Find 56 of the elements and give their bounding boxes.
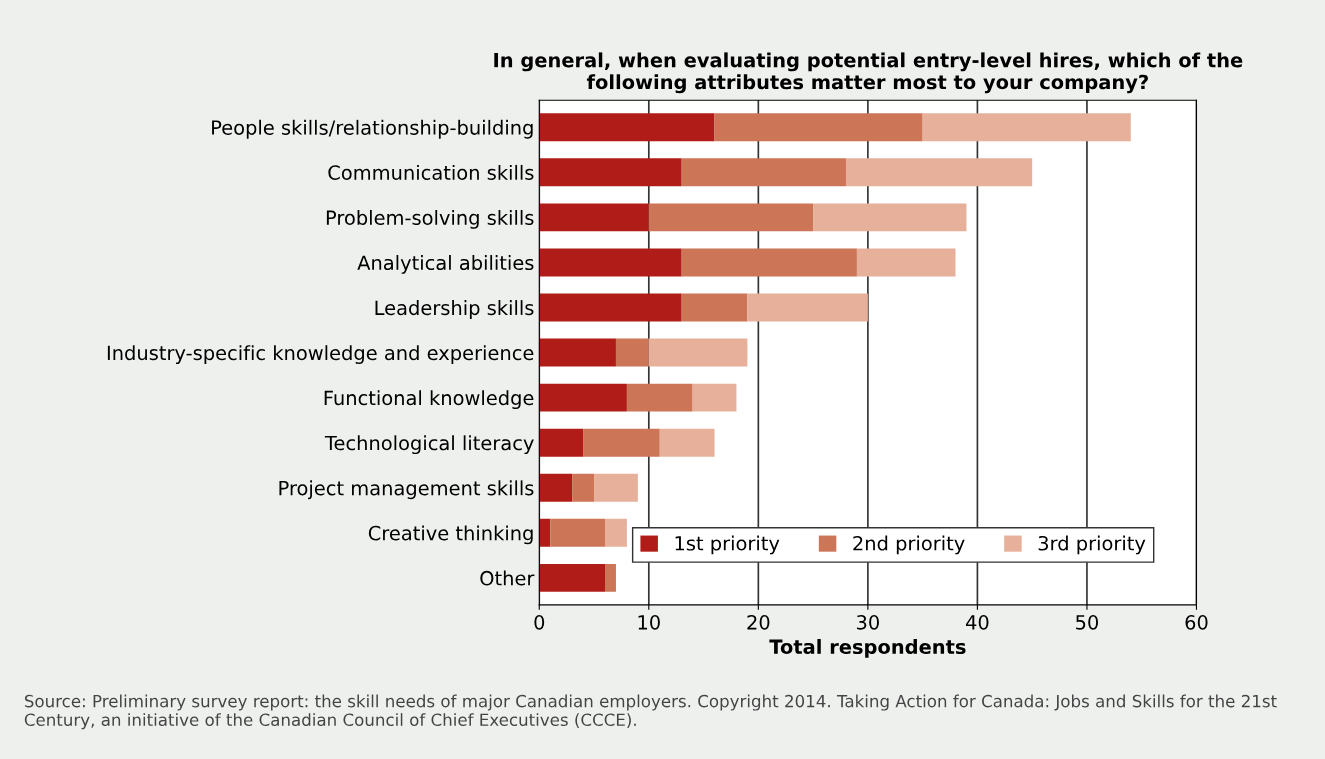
bar <box>659 428 715 457</box>
x-tick-label: 0 <box>534 614 545 630</box>
bar <box>681 248 857 277</box>
x-tick-label: 60 <box>1185 614 1208 630</box>
y-tick-label: Technological literacy <box>324 435 534 455</box>
bar <box>550 518 605 547</box>
bar <box>572 473 595 502</box>
bar <box>714 113 923 142</box>
y-tick-label: Industry-specific knowledge and experience <box>107 345 534 364</box>
legend-label: 3rd priority <box>1038 535 1146 555</box>
y-tick-label: Creative thinking <box>368 525 533 545</box>
bar <box>626 383 693 412</box>
y-tick-label: Communication skills <box>328 164 534 180</box>
bar <box>605 518 627 547</box>
legend-label: 2nd priority <box>853 535 965 555</box>
bar <box>813 203 967 232</box>
y-tick-label: Functional knowledge <box>324 390 534 410</box>
bar <box>539 248 682 277</box>
bar <box>583 428 660 457</box>
bar <box>692 383 737 412</box>
x-tick-label: 50 <box>1076 614 1099 630</box>
bar <box>648 203 814 232</box>
y-tick-label: Analytical abilities <box>357 255 534 274</box>
bar <box>539 518 551 547</box>
bar <box>922 113 1131 142</box>
y-tick-label: Other <box>480 570 535 586</box>
bar <box>539 203 649 232</box>
bar <box>747 293 868 322</box>
bar <box>539 383 627 412</box>
chart-title: In general, when evaluating potential entry-level hires, which of the following attributes matter most to your company? <box>494 52 1243 94</box>
source-note: Source: Preliminary survey report: the skill needs of major Canadian employers. Copyright 2014. Taking Action for Canada: Jobs and Skills for the 21st Century, an initiative of the Canadian Council of Chief Executives (CCCE). <box>24 694 1277 730</box>
bar <box>539 563 605 592</box>
bar <box>539 158 682 187</box>
bar <box>539 338 616 367</box>
bar <box>615 338 649 367</box>
y-tick-label: Project management skills <box>279 480 534 500</box>
y-tick-label: Leadership skills <box>375 300 534 319</box>
legend-label: 1st priority <box>675 535 780 555</box>
bar <box>539 293 682 322</box>
y-tick-label: Problem-solving skills <box>326 209 534 229</box>
y-tick-label: People skills/relationship-building <box>212 119 533 139</box>
bar <box>594 473 638 502</box>
bar <box>539 113 715 142</box>
bar <box>681 293 748 322</box>
bar <box>539 428 584 457</box>
bar <box>539 473 573 502</box>
bar <box>681 158 846 187</box>
x-tick-label: 10 <box>638 614 660 630</box>
bar <box>845 158 1033 187</box>
x-axis-title: Total respondents <box>769 639 966 658</box>
x-tick-label: 20 <box>747 614 770 630</box>
bar <box>605 563 616 592</box>
x-tick-label: 30 <box>856 614 879 630</box>
bar <box>856 248 956 277</box>
x-tick-label: 40 <box>965 614 989 630</box>
bar <box>648 338 748 367</box>
